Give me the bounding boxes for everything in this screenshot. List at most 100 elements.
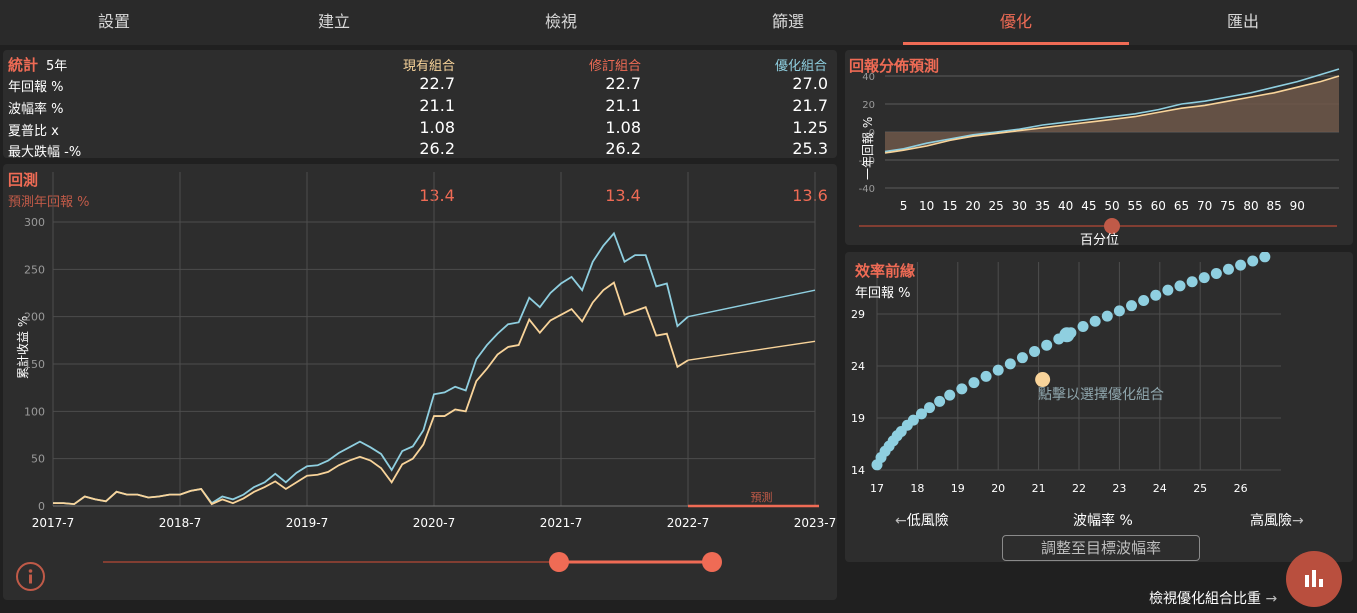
x-tick-label: 2023-7 [794, 516, 837, 530]
x-tick-label: 90 [1290, 199, 1305, 213]
current-forecast-line [687, 340, 816, 361]
info-icon [28, 569, 33, 584]
tab-export[interactable]: 匯出 [1226, 12, 1259, 31]
frontier-point[interactable] [992, 364, 1004, 376]
x-tick-label: 24 [1153, 482, 1167, 495]
y-tick-label: 200 [24, 311, 45, 324]
frontier-chart[interactable]: 17 18 19 20 21 22 23 24 25 26 14 19 24 29 [845, 252, 1353, 562]
x-tick-label: 2021-7 [540, 516, 583, 530]
y-tick-label: 250 [24, 263, 45, 276]
optimized-backtest-line [53, 231, 689, 506]
value-optimized-sharpe: 1.25 [792, 118, 828, 137]
current-portfolio-point [1035, 372, 1051, 388]
row-label-sharpe: 夏普比 x [8, 124, 59, 139]
frontier-point[interactable] [1186, 276, 1198, 288]
optimized-distribution-line [884, 68, 1340, 153]
low-risk-label: ←低風險 [895, 513, 949, 529]
frontier-point[interactable] [1222, 263, 1234, 275]
high-risk-label: 高風險→ [1250, 513, 1304, 529]
value-current-volatility: 21.1 [419, 96, 455, 115]
frontier-panel: 17 18 19 20 21 22 23 24 25 26 14 19 24 29 效率前緣 年回報 % … [845, 252, 1353, 562]
frontier-point[interactable] [934, 395, 946, 407]
current-backtest-line [53, 281, 689, 506]
frontier-point[interactable] [1247, 255, 1259, 267]
bar-chart-icon [1305, 570, 1323, 587]
view-weights-link[interactable]: 檢視優化組合比重 → [1149, 591, 1278, 607]
frontier-point[interactable] [1235, 259, 1247, 271]
frontier-point[interactable] [1016, 352, 1028, 364]
frontier-point[interactable] [1113, 305, 1125, 317]
x-tick-label: 20 [991, 482, 1005, 495]
frontier-point[interactable] [1174, 280, 1186, 292]
row-label-volatility: 波幅率 % [8, 102, 64, 117]
frontier-point[interactable] [1029, 345, 1041, 357]
frontier-point[interactable] [915, 408, 927, 420]
frontier-point[interactable] [1077, 320, 1089, 332]
x-tick-label: 19 [951, 482, 965, 495]
distribution-panel: 回報分佈預測 -40 -20 0 20 40 5 10 15 20 25 30 35 40 45 50 55 6… [845, 50, 1353, 248]
info-button[interactable] [16, 562, 45, 591]
y-tick-label: 100 [24, 405, 45, 418]
frontier-point[interactable] [1089, 315, 1101, 327]
value-revised-return: 22.7 [605, 74, 641, 93]
x-tick-label: 45 [1081, 199, 1096, 213]
frontier-point[interactable] [980, 370, 992, 382]
tab-optimize[interactable]: 優化 [999, 12, 1032, 31]
x-tick-label: 35 [1035, 199, 1050, 213]
x-tick-label: 25 [989, 199, 1004, 213]
range-slider-end-handle[interactable] [702, 552, 722, 572]
frontier-point[interactable] [944, 389, 956, 401]
frontier-point[interactable] [907, 414, 919, 426]
frontier-point[interactable] [924, 402, 936, 414]
tab-settings[interactable]: 設置 [97, 12, 130, 31]
value-optimized-return: 27.0 [792, 74, 828, 93]
x-tick-label: 18 [910, 482, 924, 495]
backtest-title: 回測 [8, 171, 39, 189]
frontier-point[interactable] [1004, 358, 1016, 370]
frontier-point[interactable] [1101, 310, 1113, 322]
frontier-point[interactable] [1041, 339, 1053, 351]
tab-review[interactable]: 檢視 [544, 12, 577, 31]
header-optimized: 優化組合 [774, 59, 827, 74]
row-label-drawdown: 最大跌幅 -% [8, 145, 82, 160]
x-tick-label: 22 [1072, 482, 1086, 495]
frontier-point[interactable] [1138, 294, 1150, 306]
tab-screen[interactable]: 篩選 [771, 12, 804, 31]
frontier-point[interactable] [956, 383, 968, 395]
arrow-right-icon: → [1292, 513, 1304, 529]
range-slider-start-handle[interactable] [549, 552, 569, 572]
frontier-point[interactable] [1210, 267, 1222, 279]
percentile-slider-handle[interactable] [1104, 218, 1120, 234]
distribution-x-axis-label: 百分位 [1080, 233, 1120, 248]
current-distribution-line [884, 75, 1340, 154]
distribution-title: 回報分佈預測 [849, 57, 940, 75]
arrow-left-icon: ← [895, 513, 907, 529]
frontier-point[interactable] [1126, 300, 1138, 312]
backtest-subtitle: 預測年回報 % [8, 195, 90, 210]
value-revised-volatility: 21.1 [605, 96, 641, 115]
x-tick-label: 80 [1243, 199, 1258, 213]
y-tick-label: -40 [859, 184, 875, 195]
frontier-point[interactable] [1259, 252, 1271, 263]
x-tick-label: 50 [1104, 199, 1119, 213]
return-distribution-area [885, 76, 1339, 153]
header-revised: 修訂組合 [588, 59, 641, 74]
backtest-chart: 0 50 100 150 200 250 300 2017-7 2018-7 2019-7 2020… [24, 172, 837, 572]
tab-build[interactable]: 建立 [317, 12, 350, 31]
stats-period: 5年 [46, 59, 68, 74]
y-tick-label: -20 [859, 156, 875, 167]
frontier-hint: 點擊以選擇優化組合 [1038, 387, 1164, 403]
frontier-point[interactable] [968, 377, 980, 389]
forecast-optimized: 13.6 [792, 186, 828, 205]
x-tick-label: 17 [870, 482, 884, 495]
portfolio-weights-fab[interactable] [1286, 551, 1342, 607]
frontier-point[interactable] [1162, 284, 1174, 296]
value-optimized-volatility: 21.7 [792, 96, 828, 115]
active-tab-indicator [903, 42, 1129, 45]
frontier-point[interactable] [1198, 272, 1210, 284]
y-tick-label: 0 [869, 128, 875, 139]
x-tick-label: 85 [1267, 199, 1282, 213]
frontier-point[interactable] [1150, 289, 1162, 301]
adjust-target-volatility-button[interactable]: 調整至目標波幅率 [1002, 535, 1200, 561]
arrow-right-icon: → [1265, 591, 1278, 607]
